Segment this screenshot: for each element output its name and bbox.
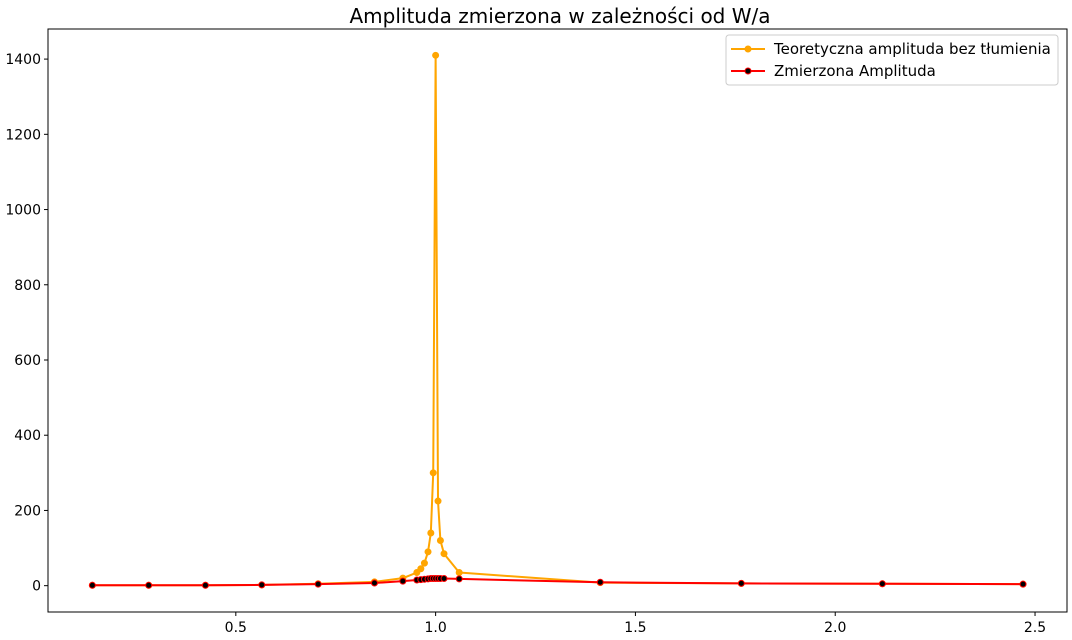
data-point bbox=[145, 581, 153, 589]
data-point bbox=[1019, 580, 1027, 588]
data-point bbox=[596, 578, 604, 586]
data-point bbox=[455, 575, 463, 583]
legend-label: Zmierzona Amplituda bbox=[774, 62, 936, 80]
y-axis: 0 200 400 600 800 1000 1200 1400 bbox=[5, 52, 48, 595]
x-axis: 0.5 1.0 1.5 2.0 2.5 bbox=[225, 612, 1046, 636]
data-point bbox=[429, 469, 437, 477]
series-1 bbox=[88, 51, 1027, 589]
data-point bbox=[399, 577, 407, 585]
data-point bbox=[417, 565, 425, 573]
data-point bbox=[436, 537, 444, 545]
y-tick-label: 0 bbox=[32, 579, 41, 595]
data-point bbox=[427, 529, 435, 537]
y-tick-label: 800 bbox=[14, 278, 41, 294]
series-layer bbox=[88, 51, 1027, 589]
x-tick-label: 2.5 bbox=[1024, 620, 1046, 636]
legend-marker bbox=[744, 67, 752, 75]
data-point bbox=[434, 497, 442, 505]
legend-label: Teoretyczna amplituda bez tłumienia bbox=[773, 40, 1051, 58]
x-tick-label: 2.0 bbox=[824, 620, 846, 636]
data-point bbox=[432, 51, 440, 59]
x-tick-label: 0.5 bbox=[225, 620, 247, 636]
data-point bbox=[420, 559, 428, 567]
y-tick-label: 200 bbox=[14, 503, 41, 519]
data-point bbox=[440, 575, 448, 583]
data-point bbox=[88, 581, 96, 589]
x-tick-label: 1.0 bbox=[424, 620, 446, 636]
data-point bbox=[878, 580, 886, 588]
y-tick-label: 1200 bbox=[5, 127, 41, 143]
data-point bbox=[314, 580, 322, 588]
chart-title: Amplituda zmierzona w zależności od W/a bbox=[349, 4, 770, 28]
data-point bbox=[201, 581, 209, 589]
y-tick-label: 400 bbox=[14, 428, 41, 444]
legend: Teoretyczna amplituda bez tłumienia Zmier… bbox=[725, 34, 1059, 86]
legend-box bbox=[725, 34, 1059, 86]
data-point bbox=[737, 579, 745, 587]
legend-marker bbox=[744, 45, 752, 53]
y-tick-label: 600 bbox=[14, 353, 41, 369]
series-2 bbox=[88, 575, 1027, 589]
data-point bbox=[440, 550, 448, 558]
plot-area-frame bbox=[47, 28, 1068, 613]
data-point bbox=[455, 569, 463, 577]
y-tick-label: 1400 bbox=[5, 52, 41, 68]
data-point bbox=[424, 548, 432, 556]
y-tick-label: 1000 bbox=[5, 203, 41, 219]
data-point bbox=[370, 579, 378, 587]
x-tick-label: 1.5 bbox=[624, 620, 646, 636]
data-point bbox=[258, 581, 266, 589]
series-line bbox=[92, 54, 1024, 587]
